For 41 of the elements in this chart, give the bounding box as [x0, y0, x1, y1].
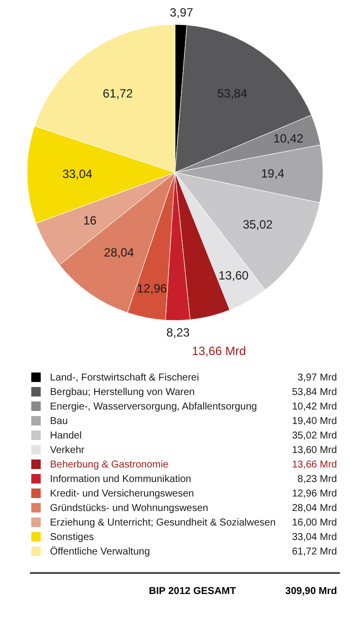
text: 309,90 Mrd [285, 586, 337, 597]
text: 8,23 Mrd [298, 474, 337, 485]
legend-label: Gründstücks- und Wohnungswesen [50, 502, 208, 514]
legend-label: Verkehr [50, 444, 86, 456]
data-label: 12,96 [136, 282, 168, 296]
text: 13,66 Mrd [292, 459, 337, 470]
legend-label: Land-, Forstwirtschaft & Fischerei [50, 372, 199, 384]
text: 19,40 Mrd [292, 416, 337, 427]
data-label: 33,04 [62, 167, 93, 182]
legend-label: Bau [50, 416, 68, 427]
text: 16,00 Mrd [292, 517, 337, 528]
data-label: 10,42 [273, 131, 304, 146]
data-label: 19,4 [260, 166, 285, 180]
text: 3,97 Mrd [298, 372, 337, 384]
data-label: 35,02 [242, 217, 274, 232]
legend-label: Beherbung & Gastronomie [50, 459, 169, 470]
data-label: 28,04 [104, 245, 134, 260]
data-label: 16 [83, 213, 97, 228]
legend-label: Information und Kommunikation [50, 474, 192, 485]
data-label: 13,66 Mrd [192, 344, 246, 358]
legend-label: Sonstiges [50, 532, 94, 543]
data-label: 61,72 [102, 86, 134, 100]
legend-label: Handel [50, 430, 82, 442]
data-label: 8,23 [166, 325, 190, 340]
legend-label: Erziehung & Unterricht; Gesundheit & Sozialwesen [50, 517, 276, 528]
text: 33,04 Mrd [292, 532, 337, 543]
legend-label: Kredit- und Versicherungswesen [50, 488, 194, 500]
legend-label: Energie-, Wasserversorgung, Abfallentsorgung [50, 401, 257, 412]
text: 53,84 Mrd [292, 386, 337, 398]
data-label: 13,60 [218, 268, 249, 282]
text: 35,02 Mrd [292, 430, 337, 442]
text: 12,96 Mrd [292, 488, 337, 500]
legend-label: Bergbau; Herstellung von Waren [50, 386, 195, 398]
text: 61,72 Mrd [292, 546, 337, 558]
text: 28,04 Mrd [292, 502, 337, 514]
legend-label: Öffentliche Verwaltung [50, 545, 150, 558]
text: BIP 2012 GESAMT [148, 586, 236, 597]
data-label: 53,84 [217, 86, 248, 100]
text: 10,42 Mrd [292, 401, 337, 412]
data-label: 3,97 [170, 6, 194, 20]
text: 13,60 Mrd [292, 444, 337, 456]
